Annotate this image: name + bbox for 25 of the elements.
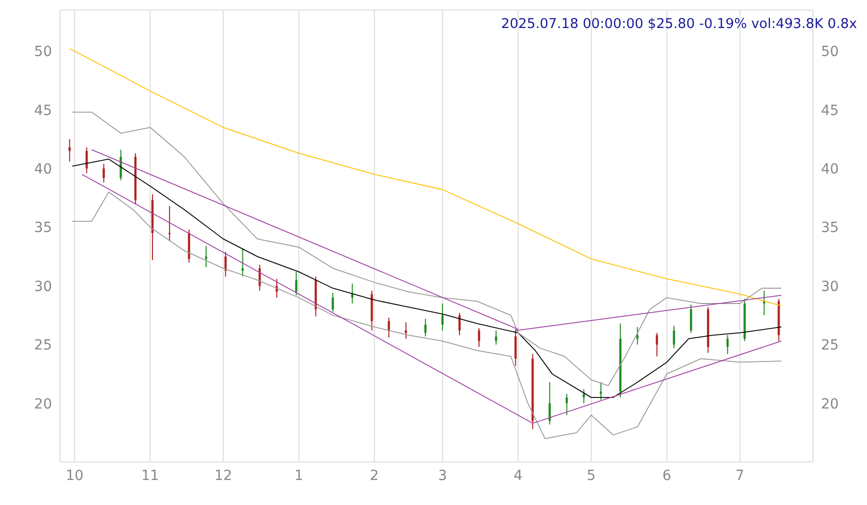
y-tick-label: 50: [34, 44, 52, 60]
y2-tick-label: 30: [821, 278, 839, 295]
y-tick-label: 20: [34, 396, 52, 412]
y2-tick-label: 20: [821, 396, 839, 412]
x-tick-label: 6: [662, 468, 672, 484]
y-tick-label: 40: [34, 161, 52, 178]
x-tick-label: 1: [294, 468, 304, 484]
y-tick-label: 45: [34, 102, 52, 119]
y2-tick-label: 40: [821, 161, 839, 178]
y-tick-label: 30: [34, 278, 52, 295]
x-tick-label: 3: [438, 468, 448, 484]
y2-tick-label: 35: [821, 220, 839, 236]
text: 2025.07.18 00:00:00 $25.80 -0.19% vol:493.8K 0.8x: [501, 16, 857, 32]
x-tick-label: 2: [370, 468, 379, 484]
x-tick-label: 12: [214, 468, 232, 484]
x-tick-label: 5: [586, 468, 596, 484]
y2-tick-label: 45: [821, 102, 839, 119]
y-tick-label: 25: [34, 338, 52, 354]
x-tick-label: 7: [735, 468, 744, 484]
x-tick-label: 4: [514, 468, 523, 484]
y-tick-label: 35: [34, 220, 52, 236]
y2-tick-label: 50: [821, 44, 839, 60]
y2-tick-label: 25: [821, 338, 839, 354]
x-tick-label: 10: [66, 468, 84, 484]
x-tick-label: 11: [141, 468, 160, 484]
